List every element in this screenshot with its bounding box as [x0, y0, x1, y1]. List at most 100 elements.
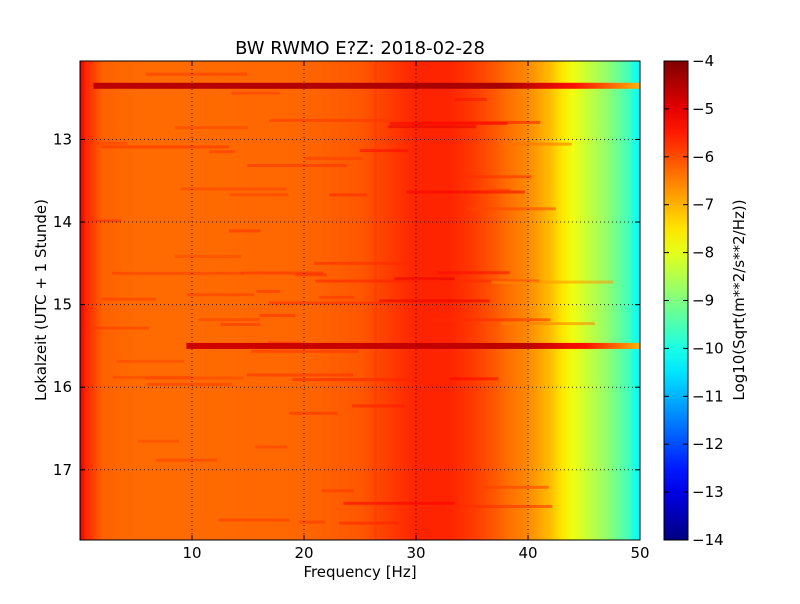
texture-stripe [228, 229, 261, 233]
texture-stripe [499, 142, 572, 146]
texture-stripe [329, 193, 367, 197]
y-tick-label: 13 [53, 130, 72, 148]
texture-stripe [101, 145, 229, 149]
texture-vertical-line [374, 61, 377, 540]
spectrogram-band [93, 82, 640, 89]
texture-stripe [406, 190, 525, 194]
x-axis-label: Frequency [Hz] [303, 563, 416, 581]
spectrogram-background [80, 61, 640, 540]
texture-stripe [483, 485, 549, 489]
y-tick-label: 14 [53, 213, 72, 231]
spectrogram-bands [93, 82, 640, 349]
texture-stripe [436, 271, 510, 275]
texture-stripe [268, 301, 391, 305]
texture-stripe [295, 273, 327, 277]
texture-stripe [145, 376, 244, 380]
colorbar-tick-label: −14 [692, 531, 724, 549]
texture-stripe [390, 121, 508, 125]
texture-stripe [491, 280, 614, 284]
y-tick-label: 15 [53, 296, 72, 314]
texture-stripe [155, 458, 217, 462]
texture-stripe [218, 518, 290, 522]
texture-stripe [112, 271, 244, 275]
colorbar-tick-label: −10 [692, 339, 724, 357]
colorbar-tick-label: −7 [692, 196, 714, 214]
texture-stripe [256, 289, 280, 293]
texture-stripe [259, 313, 296, 317]
chart-title: BW RWMO E?Z: 2018-02-28 [235, 38, 485, 59]
colorbar-tick-label: −4 [692, 52, 714, 70]
y-tick-label: 16 [53, 378, 72, 396]
texture-stripe [247, 164, 347, 168]
x-tick-label: 50 [630, 544, 649, 562]
texture-stripe [388, 125, 477, 129]
texture-stripe [95, 141, 128, 145]
y-axis-label: Lokalzeit (UTC + 1 Stunde) [32, 199, 50, 401]
colorbar-tick-label: −12 [692, 435, 724, 453]
texture-stripe [180, 187, 287, 191]
texture-stripe [292, 378, 417, 382]
texture-stripe [269, 118, 399, 122]
texture-stripe [116, 359, 185, 363]
texture-stripe [175, 126, 249, 130]
colorbar-ticks: −4 −5 −6 −7 −8 −9 −10 −11 −12 −13 −14 [664, 52, 724, 549]
texture-stripe [240, 271, 324, 275]
texture-stripe [456, 175, 532, 179]
texture-stripe [91, 219, 121, 223]
plot-area [80, 61, 640, 540]
texture-stripe [314, 261, 412, 265]
colorbar-tick-label: −9 [692, 292, 714, 310]
texture-stripe [186, 293, 255, 297]
colorbar-tick-label: −11 [692, 387, 724, 405]
texture-stripe [359, 149, 409, 153]
texture-stripe [246, 373, 354, 377]
y-tick-label: 17 [53, 461, 72, 479]
texture-stripe [145, 72, 248, 76]
texture-stripe [501, 322, 595, 326]
texture-stripe [250, 349, 359, 353]
texture-stripe [289, 411, 338, 415]
texture-stripe [454, 97, 487, 101]
texture-stripe [450, 377, 499, 381]
colorbar-tick-label: −8 [692, 244, 714, 262]
texture-stripe [230, 193, 289, 197]
texture-stripe [352, 404, 405, 408]
y-axis-ticks: 13 14 15 16 17 [53, 130, 640, 479]
texture-stripe [343, 501, 455, 505]
colorbar-label: Log10(Sqrt(m**2/s**2/Hz)) [730, 199, 748, 400]
x-axis-ticks: 10 20 30 40 50 [182, 61, 650, 562]
colorbar-tick-label: −6 [692, 148, 714, 166]
plot-frame [79, 60, 641, 541]
texture-stripe [147, 382, 233, 386]
texture-stripe [318, 295, 355, 299]
texture-stripe [255, 445, 288, 449]
texture-stripe [198, 318, 260, 322]
texture-stripe [339, 521, 400, 525]
texture-stripe [209, 150, 236, 154]
texture-stripe [231, 91, 280, 95]
spectrogram-texture [90, 61, 614, 540]
x-tick-label: 10 [182, 544, 201, 562]
texture-stripe [315, 279, 439, 283]
texture-stripe [304, 156, 363, 160]
texture-stripe [446, 504, 553, 508]
texture-stripe [433, 318, 551, 322]
texture-stripe [298, 520, 326, 524]
colorbar: −4 −5 −6 −7 −8 −9 −10 −11 −12 −13 −14 Log10(Sqrt(m… [663, 52, 748, 549]
texture-stripe [138, 439, 179, 443]
texture-stripe [175, 254, 242, 258]
texture-stripe [90, 326, 149, 330]
x-tick-label: 30 [406, 544, 425, 562]
colorbar-tick-label: −13 [692, 483, 724, 501]
x-tick-label: 40 [518, 544, 537, 562]
texture-stripe [487, 188, 511, 192]
colorbar-tick-label: −5 [692, 100, 714, 118]
texture-stripe [321, 489, 354, 493]
spectrogram-band [186, 342, 640, 349]
texture-stripe [394, 277, 455, 281]
texture-stripe [102, 297, 156, 301]
texture-stripe [466, 207, 556, 211]
grid-lines [80, 61, 640, 540]
